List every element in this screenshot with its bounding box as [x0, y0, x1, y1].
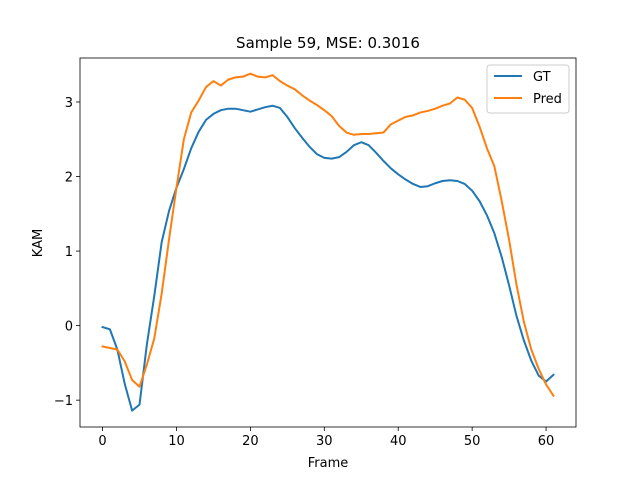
series-layer [101, 72, 555, 412]
y-tick-label: 0 [65, 320, 73, 335]
plot-area [80, 58, 576, 427]
y-tick-label: 2 [65, 171, 73, 186]
series-line-pred [101, 72, 555, 398]
y-tick-label: 1 [65, 245, 73, 260]
x-tick-label: 60 [538, 434, 555, 449]
y-axis: −1 0 1 2 3 [54, 96, 80, 409]
x-tick-label: 10 [168, 434, 185, 449]
y-tick-label: 3 [65, 96, 73, 111]
x-tick-label: 0 [98, 434, 106, 449]
legend-label-gt: GT [533, 70, 551, 85]
x-axis: 0 10 20 30 40 50 60 [98, 427, 554, 449]
y-axis-label: KAM [31, 229, 46, 257]
x-tick-label: 30 [316, 434, 333, 449]
x-axis-label: Frame [308, 456, 349, 471]
legend: GT Pred [486, 64, 570, 114]
x-tick-label: 20 [242, 434, 259, 449]
y-tick-label: −1 [54, 394, 73, 409]
x-tick-label: 50 [464, 434, 481, 449]
chart-title: Sample 59, MSE: 0.3016 [236, 34, 420, 52]
legend-label-pred: Pred [533, 92, 562, 107]
axes-frame [79, 57, 577, 428]
x-tick-label: 40 [390, 434, 407, 449]
